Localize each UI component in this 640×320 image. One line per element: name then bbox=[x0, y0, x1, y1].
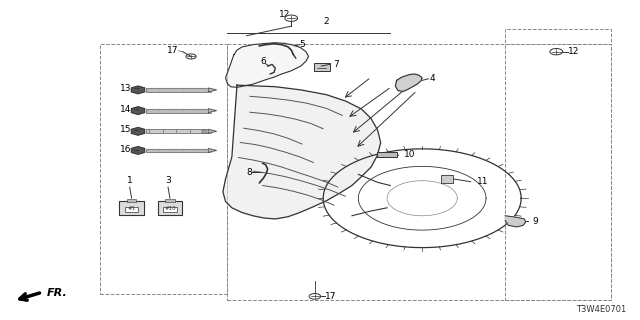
Text: 11: 11 bbox=[476, 177, 488, 186]
Bar bbox=[378, 152, 397, 157]
Bar bbox=[227, 44, 611, 300]
Text: FR.: FR. bbox=[47, 288, 67, 298]
Polygon shape bbox=[396, 74, 422, 92]
Text: 17: 17 bbox=[325, 292, 337, 301]
Bar bbox=[100, 44, 227, 294]
Text: 10: 10 bbox=[404, 150, 416, 159]
Bar bbox=[202, 130, 209, 133]
Bar bbox=[165, 199, 175, 202]
Polygon shape bbox=[131, 127, 145, 135]
Text: 9: 9 bbox=[532, 217, 538, 226]
Text: 8: 8 bbox=[246, 168, 252, 177]
Polygon shape bbox=[131, 86, 145, 94]
Circle shape bbox=[285, 15, 298, 21]
Text: T3W4E0701: T3W4E0701 bbox=[576, 305, 627, 314]
Text: #10: #10 bbox=[164, 206, 176, 211]
Text: 12: 12 bbox=[278, 10, 290, 19]
Text: 15: 15 bbox=[120, 125, 132, 134]
Polygon shape bbox=[225, 43, 308, 87]
Bar bbox=[158, 201, 182, 215]
Text: 14: 14 bbox=[120, 105, 132, 114]
Bar bbox=[146, 109, 211, 113]
Bar bbox=[125, 207, 138, 212]
Text: 4: 4 bbox=[430, 74, 435, 83]
Bar bbox=[505, 29, 611, 44]
Circle shape bbox=[550, 49, 563, 55]
Polygon shape bbox=[223, 85, 381, 219]
Bar bbox=[127, 199, 136, 202]
Bar bbox=[163, 207, 177, 212]
Text: 6: 6 bbox=[260, 57, 266, 66]
Text: 1: 1 bbox=[127, 177, 132, 186]
Bar bbox=[314, 63, 330, 71]
Bar bbox=[120, 201, 144, 215]
Text: 12: 12 bbox=[568, 47, 579, 56]
Polygon shape bbox=[208, 148, 216, 152]
Text: 5: 5 bbox=[300, 40, 305, 49]
Bar bbox=[146, 88, 211, 92]
Polygon shape bbox=[208, 129, 216, 133]
Polygon shape bbox=[131, 107, 145, 115]
Polygon shape bbox=[208, 88, 216, 92]
Circle shape bbox=[186, 54, 196, 59]
Text: 2: 2 bbox=[324, 17, 329, 26]
Bar bbox=[505, 44, 611, 300]
Polygon shape bbox=[208, 109, 216, 113]
Text: 13: 13 bbox=[120, 84, 132, 93]
Text: 17: 17 bbox=[167, 46, 178, 55]
Text: 16: 16 bbox=[120, 145, 132, 154]
Text: 7: 7 bbox=[333, 60, 339, 69]
Circle shape bbox=[309, 293, 321, 299]
Bar bbox=[146, 148, 211, 152]
Polygon shape bbox=[131, 147, 145, 154]
Bar bbox=[146, 129, 211, 133]
Polygon shape bbox=[505, 216, 525, 227]
Text: 3: 3 bbox=[165, 177, 171, 186]
Bar bbox=[442, 175, 453, 183]
Text: #1: #1 bbox=[127, 206, 136, 211]
